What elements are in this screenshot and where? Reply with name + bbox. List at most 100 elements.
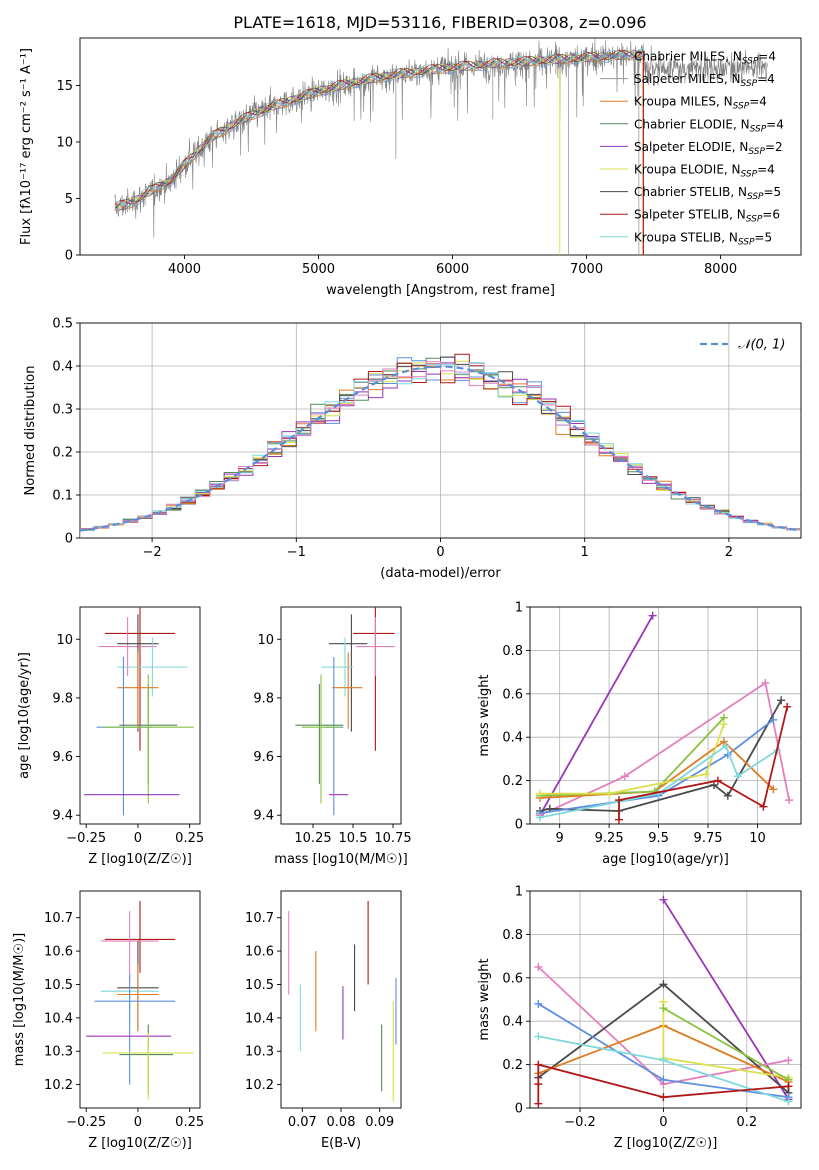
y-tick-label: 0.2	[502, 1058, 523, 1073]
mass-weight-marker	[648, 611, 657, 620]
mass-weight-line	[539, 719, 774, 814]
model-fit-line	[114, 47, 645, 206]
error-bar-point	[332, 652, 363, 729]
y-tick-label: 10.4	[245, 1011, 274, 1026]
x-tick-label: −2	[143, 545, 162, 560]
axes-frame	[280, 890, 402, 1109]
mass-weight-marker	[615, 815, 624, 824]
y-tick-label: 0.3	[52, 403, 73, 418]
age_vs_Z-plot-area	[84, 607, 194, 816]
mass-weight-marker	[534, 1032, 543, 1041]
mass-weight-marker	[534, 962, 543, 971]
x-tick-label: 6000	[436, 262, 469, 277]
error-bar-point	[100, 911, 159, 982]
error-bar-point	[117, 652, 159, 729]
legend-label: Kroupa ELODIE, NSSP=4	[634, 163, 775, 180]
mass_vs_Z-plot-area	[86, 901, 194, 1100]
legend-label: Salpeter ELODIE, NSSP=2	[634, 140, 783, 157]
y-tick-label: 10.4	[44, 1011, 73, 1026]
mass-weight-marker	[615, 796, 624, 805]
legend-label: 𝒩(0, 1)	[738, 338, 785, 353]
y-tick-label: 0.5	[52, 317, 73, 332]
y-axis-label: mass weight	[477, 958, 492, 1040]
x-tick-label: 7000	[570, 262, 603, 277]
mass-weight-marker	[659, 980, 668, 989]
y-axis-label: Flux [fλ10⁻¹⁷ erg cm⁻² s⁻¹ A⁻¹]	[19, 48, 34, 245]
chart-mass_vs_EBV: 0.07 0.08 0.09 10.2 10.3 10.4 10.5 10.6 10.7 E(B-…	[245, 890, 402, 1151]
x-tick-label: 4000	[168, 262, 201, 277]
mass-weight-marker	[713, 776, 722, 785]
x-tick-label: 0.07	[288, 1115, 317, 1130]
error-bar-point	[117, 637, 188, 697]
y-axis-label: Normed distribution	[23, 366, 38, 496]
error-bar-point	[102, 1032, 194, 1100]
mass-weight-marker	[605, 789, 614, 798]
axes-frame	[529, 606, 802, 825]
y-tick-label: 9.6	[52, 750, 73, 765]
mass-weight-marker	[535, 789, 544, 798]
x-tick-label: 0	[436, 545, 444, 560]
chart-weight_vs_Z: −0.2 0 0.2 0 0.2 0.4 0.6 0.8 1 Z [log10(Z/Z☉)] mas…	[477, 885, 802, 1151]
mass-weight-marker	[659, 1004, 668, 1013]
mass-weight-marker	[534, 999, 543, 1008]
spectrum-legend: Chabrier MILES, NSSP=4 Salpeter MILES, NS…	[600, 50, 784, 247]
mass-weight-marker	[769, 785, 778, 794]
mass-weight-marker	[719, 720, 728, 729]
mass-weight-marker	[759, 802, 768, 811]
x-tick-label: 0	[134, 831, 142, 846]
mass-weight-marker	[620, 772, 629, 781]
chart-spectrum: 4000 5000 6000 7000 8000 0 5 10 15 wavelength [An…	[19, 37, 802, 298]
x-tick-label: 9.5	[648, 831, 669, 846]
y-tick-label: 10.5	[44, 978, 73, 993]
mass-weight-marker	[534, 1080, 543, 1089]
error-bar-point	[104, 607, 176, 751]
weight_vs_age-plot-area	[535, 611, 794, 824]
error-bar-point	[324, 656, 344, 816]
y-tick-label: 9.8	[52, 691, 73, 706]
x-tick-label: 0.25	[175, 1115, 204, 1130]
mass-weight-marker	[761, 678, 770, 687]
error-bar-point	[98, 617, 157, 676]
y-tick-label: 0.8	[502, 928, 523, 943]
y-tick-label: 0	[65, 532, 73, 547]
model-fit-line	[114, 52, 645, 211]
x-tick-label: 10.75	[374, 831, 411, 846]
y-tick-label: 10.7	[44, 911, 73, 926]
x-tick-label: 0.25	[175, 831, 204, 846]
x-axis-label: Z [log10(Z/Z☉)]	[88, 1136, 192, 1151]
x-tick-label: 2	[725, 545, 733, 560]
gaussian-curve	[80, 365, 801, 532]
x-tick-label: −0.25	[66, 831, 106, 846]
chart-residuals: −2 −1 0 1 2 0 0.1 0.2 0.3 0.4 0.5 (data-model)/erro…	[23, 317, 802, 581]
error-bar-point	[117, 964, 159, 1032]
mass-weight-line	[662, 899, 790, 1100]
y-tick-label: 9.4	[253, 809, 274, 824]
error-bar-point	[295, 684, 344, 784]
model-fit-line	[114, 50, 645, 211]
x-tick-label: 0.09	[365, 1115, 394, 1130]
y-tick-label: 0.6	[502, 687, 523, 702]
y-tick-label: 0.4	[502, 1015, 523, 1030]
residuals-plot-area	[80, 353, 801, 538]
y-tick-label: 15	[56, 79, 73, 94]
error-bar-point	[329, 614, 368, 732]
mass_vs_EBV-plot-area	[288, 901, 397, 1102]
legend-label: Salpeter STELIB, NSSP=6	[634, 208, 780, 225]
legend-label: Chabrier STELIB, NSSP=5	[634, 185, 781, 202]
mass-weight-marker	[785, 796, 794, 805]
legend-label: Chabrier ELODIE, NSSP=4	[634, 117, 784, 134]
y-tick-label: 10	[56, 633, 73, 648]
y-tick-label: 0.4	[502, 731, 523, 746]
mass-weight-marker	[702, 770, 711, 779]
x-tick-label: 10	[749, 831, 766, 846]
mass-weight-marker	[534, 1099, 543, 1108]
x-tick-label: 0	[659, 1115, 667, 1130]
y-axis-label: mass [log10(M/M☉)]	[12, 933, 27, 1066]
spectrum-plot-area	[114, 38, 768, 255]
y-tick-label: 1	[515, 601, 523, 616]
legend-label: Kroupa MILES, NSSP=4	[634, 95, 767, 112]
axes-frame	[79, 890, 201, 1109]
mass-weight-marker	[659, 1093, 668, 1102]
x-axis-label: Z [log10(Z/Z☉)]	[88, 852, 192, 867]
x-axis-label: (data-model)/error	[380, 566, 501, 581]
